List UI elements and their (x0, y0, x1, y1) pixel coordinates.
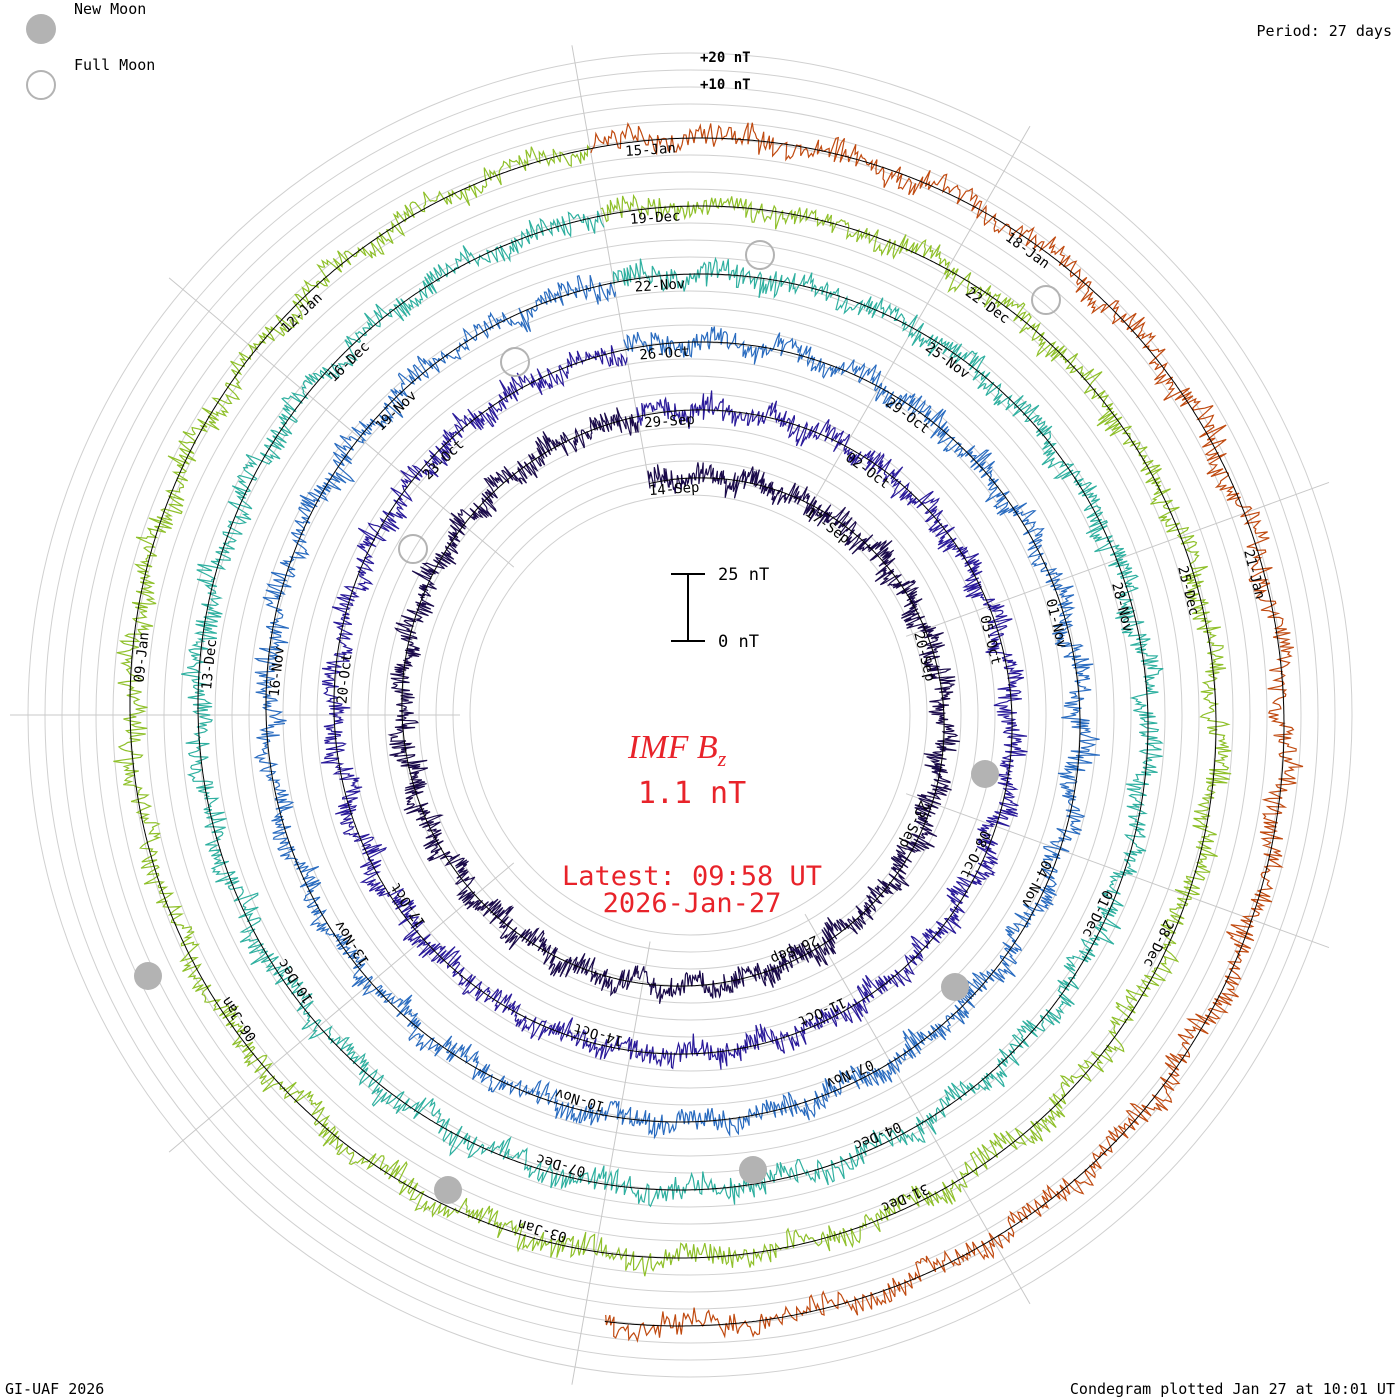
grid-spoke (571, 941, 651, 1385)
legend-new-moon-label: New Moon (74, 0, 147, 18)
date-label: 25-Dec (1174, 564, 1202, 617)
date-label: 13-Nov (331, 917, 373, 968)
baselines (129, 137, 1285, 1327)
date-label: 26-Oct (639, 344, 691, 363)
date-label: 23-Oct (420, 437, 467, 484)
grid-spoke (168, 277, 515, 568)
date-label: 19-Dec (629, 208, 681, 227)
new-moon-marker (941, 973, 969, 1001)
ring-trace-4 (113, 144, 1232, 1277)
date-label: 15-Jan (625, 140, 677, 159)
legend-new-moon: New Moon (25, 0, 146, 46)
new-moon-icon (26, 14, 56, 44)
ring-baseline-4 (129, 148, 1217, 1259)
date-label: 21-Jan (1240, 548, 1268, 601)
new-moon-marker (434, 1176, 462, 1204)
date-label: 20-Oct (334, 653, 355, 705)
ring-baseline-5 (590, 137, 1285, 1327)
grid-spoke (168, 862, 515, 1153)
ring-trace-3 (181, 210, 1164, 1208)
date-label: 17-Oct (388, 879, 430, 930)
legend-full-moon: Full Moon (25, 56, 155, 102)
center-value: 1.1 nT (638, 776, 746, 811)
scale-bar-top-label: 25 nT (718, 565, 769, 585)
new-moon-marker (739, 1156, 767, 1184)
full-moon-marker (500, 347, 530, 377)
date-label: 31-Dec (879, 1180, 932, 1215)
scale-label-plus20: +20 nT (700, 50, 751, 66)
date-label: 16-Nov (267, 646, 288, 698)
latest-date: 2026-Jan-27 (603, 888, 782, 919)
footer-plotted: Condegram plotted Jan 27 at 10:01 UT (1069, 1380, 1395, 1398)
moon-markers (134, 240, 1061, 1204)
ring-baseline-1 (333, 349, 1013, 1055)
ring-baseline-2 (265, 282, 1081, 1123)
date-label: 26-Sep (768, 932, 821, 967)
period-label: Period: 27 days (1256, 22, 1392, 40)
grid-spoke (804, 125, 1031, 517)
grid-spoke (905, 793, 1330, 949)
date-label: 28-Nov (1108, 581, 1136, 634)
center-title: IMF Bz (627, 729, 727, 771)
full-moon-marker (745, 240, 775, 270)
grid-circle (469, 494, 911, 936)
footer-credit: GI-UAF 2026 (5, 1380, 105, 1398)
full-moon-icon (26, 70, 56, 100)
legend-full-moon-label: Full Moon (74, 55, 156, 74)
ring-trace-2 (253, 274, 1100, 1140)
latest-time: Latest: 09:58 UT (562, 861, 822, 892)
date-label: 05-Oct (976, 614, 1004, 667)
full-moon-marker (398, 534, 428, 564)
date-label: 14-Sep (648, 480, 700, 499)
date-label: 22-Nov (634, 276, 686, 295)
date-label: 09-Jan (131, 631, 152, 683)
grid-circle (384, 409, 996, 1021)
ring-trace-1 (320, 345, 1028, 1070)
date-label: 16-Dec (325, 339, 372, 386)
ring-baseline-0 (401, 416, 945, 987)
date-label: 13-Dec (199, 638, 220, 690)
new-moon-marker (134, 962, 162, 990)
center-scale-bar: 25 nT 0 nT (671, 565, 769, 652)
scale-bar-bottom-label: 0 nT (718, 632, 759, 652)
scale-label-plus10: +10 nT (700, 77, 751, 93)
date-label: 29-Sep (644, 412, 696, 431)
date-label: 19-Nov (373, 388, 420, 435)
new-moon-marker (971, 760, 999, 788)
date-label: 12-Jan (278, 290, 325, 337)
full-moon-marker (1031, 285, 1061, 315)
ring-trace-5 (590, 121, 1304, 1343)
ring-baseline-3 (197, 215, 1149, 1191)
date-label: 04-Dec (851, 1118, 904, 1153)
ring-trace-0 (387, 407, 960, 1004)
